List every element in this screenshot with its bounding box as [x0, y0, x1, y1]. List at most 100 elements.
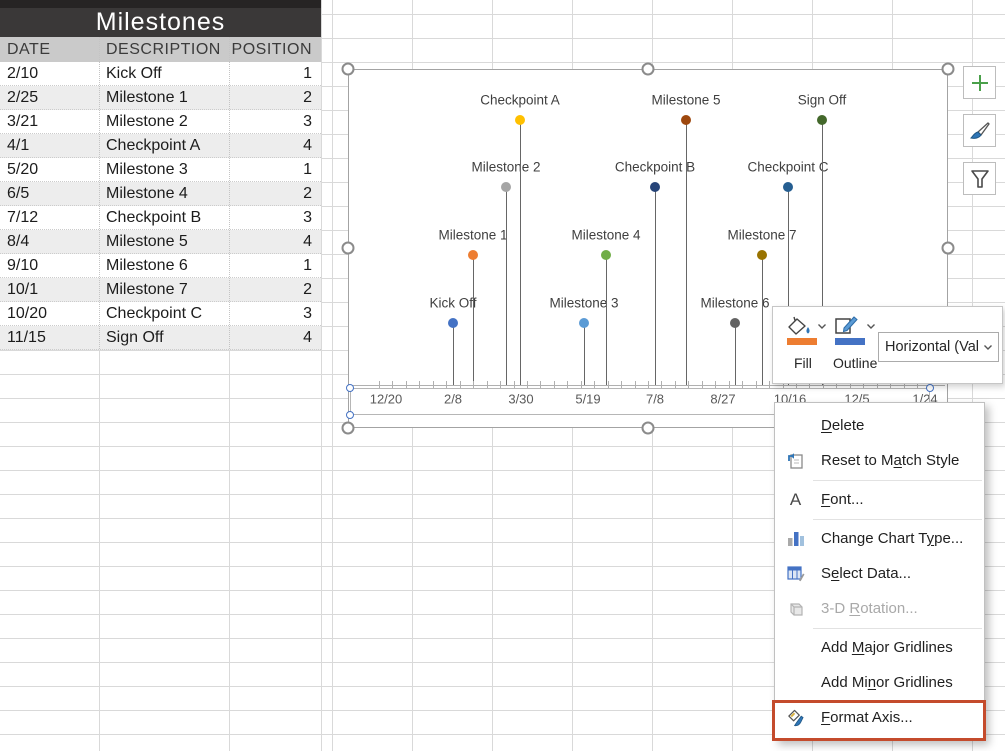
milestone-label[interactable]: Milestone 1 — [438, 227, 508, 243]
milestone-stem — [788, 187, 789, 385]
table-cell-description[interactable]: Milestone 6 — [99, 254, 229, 277]
chart-elements-button[interactable] — [963, 66, 996, 99]
table-cell-position[interactable]: 3 — [229, 110, 321, 133]
column-header-description[interactable]: DESCRIPTION — [99, 37, 229, 62]
resize-handle[interactable] — [341, 62, 355, 76]
milestone-marker[interactable] — [515, 115, 525, 125]
menu-item-label: Font... — [821, 491, 864, 508]
table-cell-description[interactable]: Milestone 3 — [99, 158, 229, 181]
milestone-label[interactable]: Milestone 5 — [651, 92, 721, 108]
menu-item-select-data[interactable]: Select Data... — [775, 556, 984, 591]
milestone-label[interactable]: Milestone 3 — [549, 295, 619, 311]
milestone-label[interactable]: Milestone 2 — [471, 159, 541, 175]
milestone-marker[interactable] — [730, 318, 740, 328]
menu-item-reset-to-match-style[interactable]: Reset to Match Style — [775, 443, 984, 478]
milestone-label[interactable]: Kick Off — [429, 295, 477, 311]
table-cell-position[interactable]: 4 — [229, 230, 321, 253]
table-cell-date[interactable]: 2/10 — [7, 64, 39, 82]
table-cell-position[interactable]: 1 — [229, 254, 321, 277]
milestone-label[interactable]: Milestone 6 — [700, 295, 770, 311]
resize-handle[interactable] — [341, 421, 355, 435]
table-cell-date[interactable]: 7/12 — [7, 208, 39, 226]
milestone-label[interactable]: Sign Off — [797, 92, 847, 108]
milestone-marker[interactable] — [448, 318, 458, 328]
resize-handle[interactable] — [641, 421, 655, 435]
table-cell-date[interactable]: 3/21 — [7, 112, 39, 130]
menu-item-change-chart-type[interactable]: Change Chart Type... — [775, 521, 984, 556]
milestone-marker[interactable] — [579, 318, 589, 328]
milestone-marker[interactable] — [501, 182, 511, 192]
change-chart-type-icon — [786, 529, 805, 548]
axis-tick — [728, 381, 730, 389]
milestone-marker[interactable] — [817, 115, 827, 125]
table-cell-description[interactable]: Milestone 2 — [99, 110, 229, 133]
resize-handle[interactable] — [341, 241, 355, 255]
fill-button[interactable] — [785, 315, 813, 339]
table-cell-description[interactable]: Milestone 5 — [99, 230, 229, 253]
resize-handle[interactable] — [641, 62, 655, 76]
table-cell-description[interactable]: Checkpoint B — [99, 206, 229, 229]
table-cell-date[interactable]: 2/25 — [7, 88, 39, 106]
milestone-label[interactable]: Checkpoint B — [614, 159, 696, 175]
table-cell-position[interactable]: 4 — [229, 134, 321, 157]
menu-item-add-minor-gridlines[interactable]: Add Minor Gridlines — [775, 665, 984, 700]
x-axis-selection[interactable] — [350, 388, 930, 415]
milestone-marker[interactable] — [650, 182, 660, 192]
table-cell-description[interactable]: Milestone 4 — [99, 182, 229, 205]
table-cell-position[interactable]: 4 — [229, 326, 321, 349]
table-cell-description[interactable]: Sign Off — [99, 326, 229, 349]
milestone-label[interactable]: Checkpoint A — [480, 92, 560, 108]
milestone-marker[interactable] — [468, 250, 478, 260]
table-cell-date[interactable]: 10/20 — [7, 304, 48, 322]
table-cell-date[interactable]: 10/1 — [7, 280, 39, 298]
table-cell-position[interactable]: 2 — [229, 182, 321, 205]
axis-tick — [755, 381, 757, 389]
chart-styles-button[interactable] — [963, 114, 996, 147]
menu-item-add-major-gridlines[interactable]: Add Major Gridlines — [775, 630, 984, 665]
milestone-label[interactable]: Checkpoint C — [747, 159, 829, 175]
column-header-position[interactable]: POSITION — [229, 37, 321, 62]
table-cell-description[interactable]: Kick Off — [99, 62, 229, 85]
outline-button[interactable] — [833, 315, 861, 339]
milestone-marker[interactable] — [783, 182, 793, 192]
table-cell-date[interactable]: 9/10 — [7, 256, 39, 274]
table-cell-position[interactable]: 1 — [229, 158, 321, 181]
column-header-date[interactable]: DATE — [7, 40, 51, 58]
milestone-label[interactable]: Milestone 4 — [571, 227, 641, 243]
table-cell-position[interactable]: 3 — [229, 302, 321, 325]
outline-dropdown-chevron-icon[interactable] — [866, 323, 876, 330]
milestone-marker[interactable] — [681, 115, 691, 125]
resize-handle[interactable] — [941, 62, 955, 76]
resize-handle[interactable] — [941, 241, 955, 255]
axis-resize-handle[interactable] — [346, 384, 354, 392]
table-cell-date[interactable]: 6/5 — [7, 184, 30, 202]
table-title[interactable]: Milestones — [0, 0, 321, 37]
table-cell-description[interactable]: Milestone 7 — [99, 278, 229, 301]
chart-filters-button[interactable] — [963, 162, 996, 195]
milestone-marker[interactable] — [757, 250, 767, 260]
table-cell-position[interactable]: 1 — [229, 62, 321, 85]
table-cell-date[interactable]: 4/1 — [7, 136, 30, 154]
menu-item-format-axis[interactable]: Format Axis... — [775, 700, 984, 735]
table-cell-description[interactable]: Milestone 1 — [99, 86, 229, 109]
milestone-stem — [453, 323, 454, 385]
table-cell-position[interactable]: 3 — [229, 206, 321, 229]
fill-dropdown-chevron-icon[interactable] — [817, 323, 827, 330]
table-cell-description[interactable]: Checkpoint A — [99, 134, 229, 157]
table-cell-date[interactable]: 5/20 — [7, 160, 39, 178]
axis-resize-handle[interactable] — [346, 411, 354, 419]
menu-item-font[interactable]: A Font... — [775, 482, 984, 517]
table-cell-description[interactable]: Checkpoint C — [99, 302, 229, 325]
milestone-label[interactable]: Milestone 7 — [727, 227, 797, 243]
table-cell-date[interactable]: 11/15 — [7, 328, 46, 346]
chart-element-selector[interactable]: Horizontal (Val — [878, 332, 999, 362]
axis-resize-handle[interactable] — [926, 384, 934, 392]
milestone-marker[interactable] — [601, 250, 611, 260]
table-cell-position[interactable]: 2 — [229, 86, 321, 109]
menu-item-delete[interactable]: Delete — [775, 408, 984, 443]
table-cell-date[interactable]: 8/4 — [7, 232, 30, 250]
table-cell-position[interactable]: 2 — [229, 278, 321, 301]
